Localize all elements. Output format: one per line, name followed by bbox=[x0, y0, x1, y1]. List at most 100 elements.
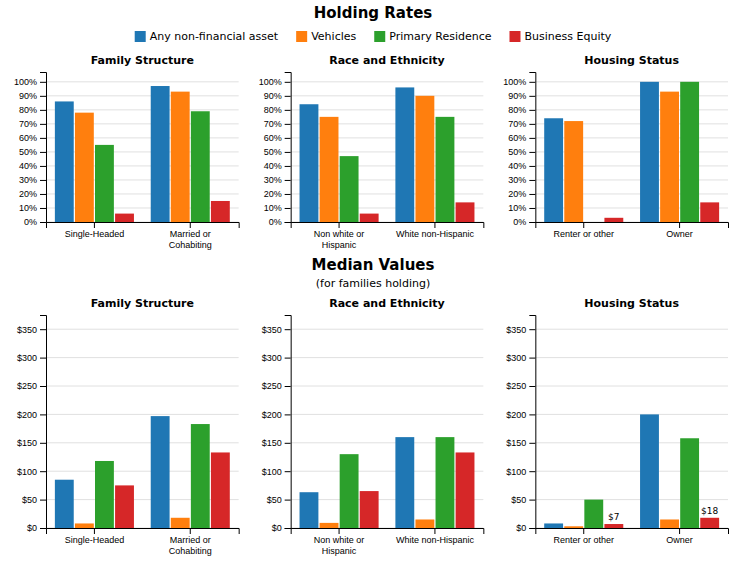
y-tick-mark bbox=[529, 138, 535, 139]
y-axis: 0%10%20%30%40%50%60%70%80%90%100% bbox=[503, 73, 536, 228]
y-tick-mark bbox=[529, 180, 535, 181]
bar bbox=[320, 117, 339, 222]
x-tick-label: Renter or other bbox=[553, 535, 614, 545]
y-tick: $350 bbox=[262, 325, 291, 335]
y-tick-label: 30% bbox=[508, 175, 526, 185]
panel: $7$18$0$50$100$150$200$250$300$350Renter… bbox=[506, 297, 728, 545]
y-tick-mark bbox=[529, 166, 535, 167]
y-tick-mark bbox=[529, 358, 535, 359]
grid bbox=[46, 82, 239, 222]
axis-line bbox=[40, 73, 47, 223]
grid-line bbox=[535, 179, 728, 180]
y-tick-mark bbox=[285, 180, 291, 181]
y-tick-mark bbox=[285, 329, 291, 330]
bar bbox=[415, 519, 434, 528]
x-tick-label: Non white orHispanic bbox=[314, 229, 365, 249]
y-tick: $250 bbox=[17, 381, 46, 391]
y-tick: 30% bbox=[264, 175, 291, 185]
y-tick-mark bbox=[529, 110, 535, 111]
bar bbox=[360, 214, 379, 222]
y-tick-label: 0% bbox=[513, 217, 526, 227]
grid-line bbox=[535, 471, 728, 472]
x-tick: White non-Hispanic bbox=[396, 528, 475, 545]
x-axis: Single-Headed Married orCohabiting bbox=[47, 528, 240, 556]
y-tick: 60% bbox=[508, 133, 535, 143]
bar bbox=[360, 491, 379, 528]
y-tick-label: 70% bbox=[264, 119, 282, 129]
y-tick: 90% bbox=[264, 91, 291, 101]
y-tick: $50 bbox=[267, 495, 291, 505]
bar bbox=[171, 518, 190, 528]
axis-line bbox=[291, 223, 484, 229]
y-tick-mark bbox=[40, 110, 46, 111]
y-tick-label: 30% bbox=[264, 175, 282, 185]
y-tick: 70% bbox=[508, 119, 535, 129]
data-label: $7 bbox=[608, 512, 619, 522]
x-tick: Married orCohabiting bbox=[169, 528, 212, 556]
y-tick-mark bbox=[285, 208, 291, 209]
bar bbox=[564, 526, 583, 528]
y-tick: 50% bbox=[264, 147, 291, 157]
y-tick-label: $250 bbox=[17, 381, 37, 391]
grid-line bbox=[535, 193, 728, 194]
y-tick: $300 bbox=[262, 353, 291, 363]
y-tick: $100 bbox=[17, 467, 46, 477]
x-tick: Owner bbox=[666, 222, 693, 239]
y-tick-mark bbox=[40, 500, 46, 501]
bar bbox=[604, 218, 623, 222]
y-tick-label: 20% bbox=[264, 189, 282, 199]
y-tick-mark bbox=[529, 386, 535, 387]
bar bbox=[75, 113, 94, 222]
grid-line bbox=[291, 499, 484, 500]
axis-line bbox=[40, 316, 47, 529]
x-tick-label: White non-Hispanic bbox=[396, 535, 475, 545]
y-tick: 60% bbox=[264, 133, 291, 143]
bar bbox=[660, 92, 679, 222]
y-tick-label: $0 bbox=[272, 523, 282, 533]
y-tick: $50 bbox=[22, 495, 46, 505]
x-tick: Owner bbox=[666, 528, 693, 545]
x-tick-label: White non-Hispanic bbox=[396, 229, 475, 239]
y-tick-mark bbox=[285, 414, 291, 415]
y-axis: $0$50$100$150$200$250$300$350 bbox=[17, 316, 47, 534]
x-axis: Renter or other Owner bbox=[536, 528, 729, 545]
grid-line bbox=[535, 499, 728, 500]
y-tick-label: $200 bbox=[506, 410, 526, 420]
bar bbox=[211, 201, 230, 222]
y-tick-mark bbox=[40, 443, 46, 444]
x-tick-label: Single-Headed bbox=[65, 535, 125, 545]
y-tick-mark bbox=[40, 329, 46, 330]
y-tick: 80% bbox=[264, 105, 291, 115]
grid-line bbox=[46, 137, 239, 138]
y-tick-label: 100% bbox=[14, 77, 37, 87]
y-tick-mark bbox=[529, 208, 535, 209]
grid-line bbox=[535, 165, 728, 166]
bar bbox=[680, 82, 699, 222]
bar bbox=[171, 92, 190, 222]
grid-line bbox=[291, 442, 484, 443]
x-tick-mark bbox=[190, 222, 191, 228]
x-tick-label: Married orCohabiting bbox=[169, 535, 212, 555]
grid bbox=[291, 82, 484, 222]
y-tick: 100% bbox=[14, 77, 46, 87]
y-tick-mark bbox=[285, 528, 291, 529]
x-tick-mark bbox=[583, 222, 584, 228]
grid-line bbox=[535, 109, 728, 110]
x-tick-mark bbox=[679, 222, 680, 228]
bar bbox=[584, 500, 603, 528]
y-tick-label: 0% bbox=[269, 217, 282, 227]
y-tick-mark bbox=[529, 124, 535, 125]
grid-line bbox=[535, 357, 728, 358]
legend-label: Primary Residence bbox=[389, 30, 491, 43]
y-tick: 10% bbox=[19, 203, 46, 213]
y-tick-mark bbox=[529, 329, 535, 330]
y-tick: 30% bbox=[19, 175, 46, 185]
bar bbox=[115, 214, 134, 222]
y-tick-mark bbox=[285, 82, 291, 83]
x-tick: White non-Hispanic bbox=[396, 222, 475, 239]
legend-label: Vehicles bbox=[311, 30, 356, 43]
grid-line bbox=[291, 193, 484, 194]
bar bbox=[191, 424, 210, 528]
y-tick-label: 50% bbox=[19, 147, 37, 157]
grid-line bbox=[46, 109, 239, 110]
